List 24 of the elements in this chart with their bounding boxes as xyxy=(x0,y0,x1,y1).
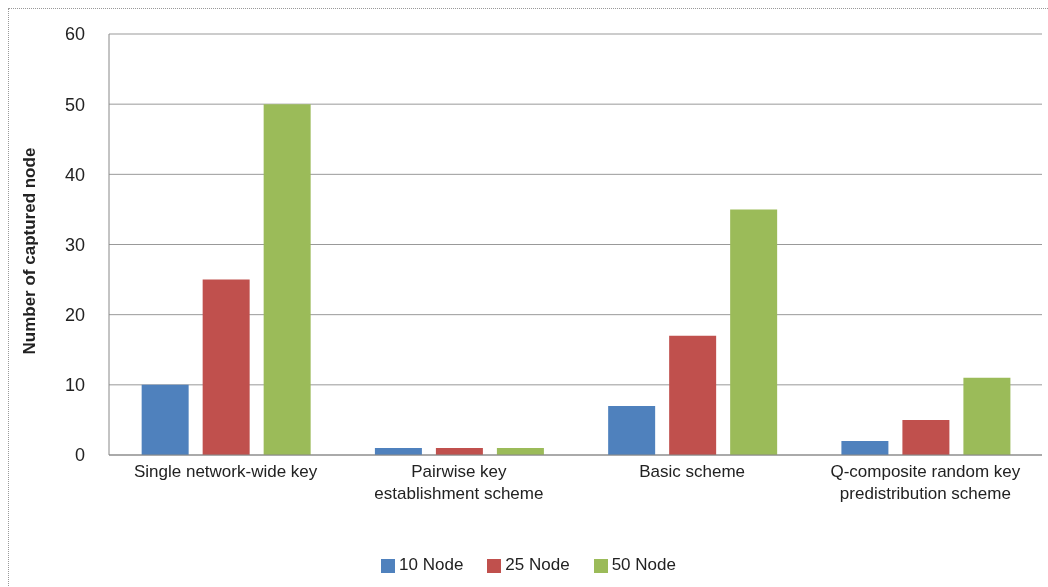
y-tick-label: 10 xyxy=(64,375,85,396)
y-tick-label: 40 xyxy=(64,164,85,185)
x-tick-label: Single network-wide key xyxy=(133,462,318,481)
bar xyxy=(841,440,889,455)
bar xyxy=(202,279,250,455)
bar xyxy=(669,335,717,455)
y-tick-label: 50 xyxy=(64,94,85,115)
y-axis-title: Number of captured node xyxy=(20,147,40,355)
bar xyxy=(902,419,950,455)
legend-label: 50 Node xyxy=(611,555,676,574)
x-tick-label: Q-composite random key predistribution scheme xyxy=(830,462,1021,503)
bar xyxy=(608,405,656,455)
bar xyxy=(141,384,189,455)
bar xyxy=(263,104,311,455)
legend-label: 25 Node xyxy=(505,555,570,574)
y-tick-label: 60 xyxy=(64,24,85,45)
legend-label: 10 Node xyxy=(399,555,464,574)
y-tick-label: 20 xyxy=(64,305,85,326)
bar xyxy=(730,209,778,455)
bar xyxy=(963,377,1011,455)
y-tick-label: 0 xyxy=(74,445,85,466)
y-tick-label: 30 xyxy=(64,234,85,255)
x-tick-label: Pairwise key establishment scheme xyxy=(374,462,544,503)
x-tick-label: Basic scheme xyxy=(639,462,746,481)
